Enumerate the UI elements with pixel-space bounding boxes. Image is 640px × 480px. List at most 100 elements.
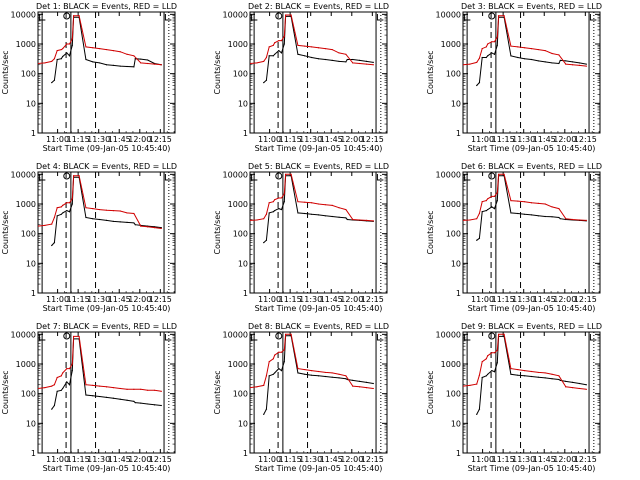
lld-data-point xyxy=(78,175,80,177)
lld-data-point xyxy=(345,53,347,55)
lld-series-line xyxy=(250,173,374,222)
events-data-point xyxy=(62,387,64,390)
lld-data-point xyxy=(66,202,68,204)
events-data-point xyxy=(62,55,64,58)
lld-data-point xyxy=(85,207,87,209)
lld-data-point xyxy=(478,212,481,215)
events-data-point xyxy=(572,61,574,63)
events-data-point xyxy=(324,215,326,217)
lld-data-point xyxy=(487,198,489,200)
events-data-point xyxy=(278,49,280,52)
events-data-point xyxy=(263,242,265,244)
y-tick-label: 1 xyxy=(31,449,36,458)
events-data-point xyxy=(352,58,354,61)
lld-data-point xyxy=(147,389,149,391)
y-axis-label: Counts/sec xyxy=(426,50,435,94)
x-tick-label: 11:00 xyxy=(46,135,69,144)
x-tick-label: 11:45 xyxy=(108,295,131,304)
lld-data-point xyxy=(44,62,46,64)
y-tick-label: 1000 xyxy=(228,40,248,49)
events-data-point xyxy=(317,214,320,216)
events-data-point xyxy=(559,218,561,220)
lld-data-point xyxy=(73,335,75,338)
y-tick-label: 10 xyxy=(451,419,461,428)
plot-frame xyxy=(462,171,601,294)
x-tick-label: 11:15 xyxy=(279,295,302,304)
lld-data-point xyxy=(537,371,539,374)
lld-series-line xyxy=(463,173,587,221)
events-data-point xyxy=(524,213,526,215)
lld-data-point xyxy=(510,200,512,202)
lld-data-point xyxy=(565,218,567,220)
y-tick-label: 1000 xyxy=(441,360,461,369)
lld-data-point xyxy=(250,219,251,222)
lld-data-point xyxy=(551,206,553,208)
lld-data-point xyxy=(510,368,512,370)
chart-panel-8: Det 8: BLACK = Events, RED = LLD 1 10 100 10… xyxy=(213,322,389,473)
lld-data-point xyxy=(38,387,39,390)
events-data-point xyxy=(283,43,285,45)
lld-data-point xyxy=(496,36,498,38)
x-tick-label: 11:30 xyxy=(299,135,322,144)
lld-data-point xyxy=(496,192,498,194)
lld-data-point xyxy=(280,351,283,353)
lld-data-point xyxy=(297,201,299,203)
events-series-line xyxy=(476,16,587,86)
events-data-point xyxy=(493,53,496,55)
lld-data-point xyxy=(62,372,64,374)
lld-data-point xyxy=(359,219,361,221)
events-data-point xyxy=(544,215,546,218)
marker-circle xyxy=(488,172,496,180)
lld-data-point xyxy=(496,349,498,351)
lld-data-point xyxy=(99,48,101,50)
events-data-point xyxy=(140,402,142,404)
lld-data-point xyxy=(565,63,567,65)
events-series-line xyxy=(51,338,162,410)
lld-data-point xyxy=(478,57,481,59)
events-data-point xyxy=(372,382,374,385)
events-data-point xyxy=(551,62,553,64)
lld-data-point xyxy=(372,387,374,390)
lld-data-point xyxy=(558,208,560,210)
events-data-point xyxy=(280,208,283,211)
events-data-point xyxy=(559,379,561,382)
x-tick-label: 12:00 xyxy=(553,295,576,304)
x-tick-label: 11:45 xyxy=(533,455,556,464)
y-tick-label: 1000 xyxy=(228,360,248,369)
x-tick-label: 12:00 xyxy=(340,135,363,144)
lld-data-point xyxy=(498,173,500,175)
x-axis-label: Start Time (09-Jan-05 10:45:40) xyxy=(255,304,383,313)
events-data-point xyxy=(491,206,493,208)
lld-data-point xyxy=(345,208,347,211)
x-tick-label: 12:15 xyxy=(574,455,597,464)
lld-data-point xyxy=(112,209,114,212)
events-data-point xyxy=(56,390,58,392)
lld-data-point xyxy=(263,218,265,220)
corner-bracket-right xyxy=(589,174,597,181)
lld-data-point xyxy=(66,43,68,45)
x-tick-label: 11:45 xyxy=(533,295,556,304)
x-axis-label: Start Time (09-Jan-05 10:45:40) xyxy=(255,144,383,153)
events-data-point xyxy=(134,224,136,226)
lld-data-point xyxy=(272,44,274,46)
lld-data-point xyxy=(338,52,340,54)
lld-data-point xyxy=(485,200,487,202)
lld-data-point xyxy=(92,384,94,387)
lld-data-point xyxy=(524,201,526,203)
events-data-point xyxy=(134,58,136,60)
lld-data-point xyxy=(263,60,265,62)
x-tick-label: 11:30 xyxy=(87,135,110,144)
lld-data-point xyxy=(278,351,280,353)
lld-data-point xyxy=(517,200,519,202)
lld-data-point xyxy=(126,388,128,390)
y-tick-label: 100 xyxy=(446,390,461,399)
events-data-point xyxy=(119,398,121,400)
lld-data-point xyxy=(272,358,274,360)
events-data-point xyxy=(112,64,114,67)
events-data-point xyxy=(85,58,87,61)
lld-data-point xyxy=(38,62,39,65)
events-data-point xyxy=(85,394,87,396)
y-tick-label: 100 xyxy=(446,70,461,79)
lld-data-point xyxy=(491,352,493,354)
events-data-point xyxy=(372,61,374,63)
